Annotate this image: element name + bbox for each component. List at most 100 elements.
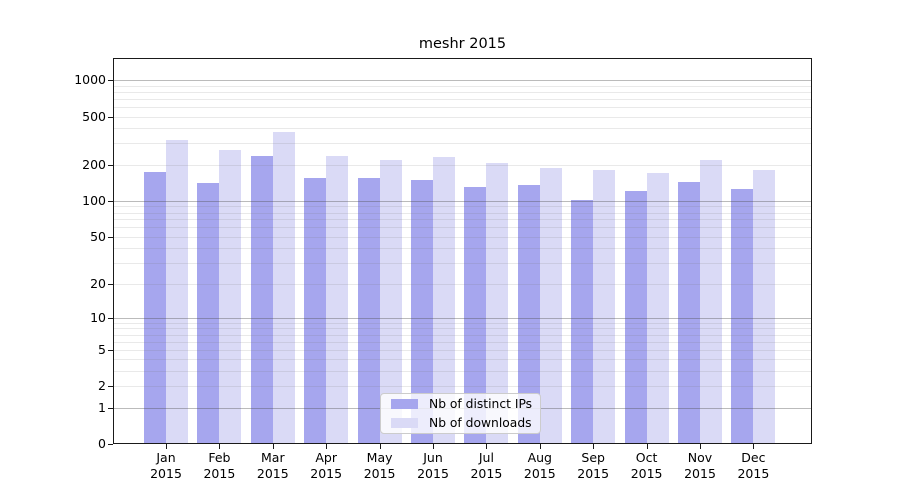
y-tick-label: 1	[98, 399, 106, 415]
bar-downloads	[379, 160, 402, 444]
x-tick-label-year: 2015	[523, 466, 556, 481]
y-tick-label: 2	[98, 378, 106, 394]
x-tick-label: Dec 2015	[721, 450, 785, 482]
legend-item-downloads: Nb of downloads	[387, 416, 534, 430]
gridline-major	[113, 80, 812, 81]
y-tick-label: 200	[82, 156, 106, 172]
bar-downloads	[593, 170, 616, 444]
gridline-minor	[113, 248, 812, 250]
x-tick	[166, 444, 167, 449]
bars-layer	[113, 58, 812, 444]
y-tick-label: 20	[90, 275, 106, 291]
x-tick-label: Apr 2015	[294, 450, 358, 482]
gridline-minor	[113, 85, 812, 87]
y-tick	[108, 116, 113, 118]
gridline-minor	[113, 359, 812, 361]
x-tick-label: Nov 2015	[668, 450, 732, 482]
x-tick-label-year: 2015	[737, 466, 770, 481]
y-tick-label: 5	[98, 341, 106, 357]
gridline-minor	[113, 106, 812, 108]
y-tick-label: 0	[98, 436, 106, 451]
bar-downloads	[539, 167, 562, 444]
x-tick-label: Jan 2015	[134, 450, 198, 482]
bar-distinct-ips	[624, 191, 647, 444]
y-tick	[108, 164, 113, 166]
x-tick-label: Jun 2015	[401, 450, 465, 482]
legend-label-downloads: Nb of downloads	[429, 416, 532, 430]
gridline-minor	[113, 341, 812, 343]
bar-distinct-ips	[144, 171, 166, 444]
gridline-major	[113, 200, 812, 202]
bar-downloads	[753, 170, 776, 444]
gridline-minor	[113, 206, 812, 208]
legend: Nb of distinct IPs Nb of downloads	[380, 393, 541, 434]
gridline-minor	[113, 386, 812, 388]
y-tick	[108, 283, 113, 285]
x-tick	[272, 444, 274, 449]
gridline-minor	[113, 91, 812, 93]
bar-downloads	[700, 160, 722, 444]
y-tick	[108, 236, 113, 238]
legend-swatch-downloads	[391, 418, 418, 428]
x-tick-label: Sep 2015	[561, 450, 625, 482]
x-tick	[593, 444, 595, 449]
legend-label-distinct-ips: Nb of distinct IPs	[429, 397, 533, 411]
chart-title: meshr 2015	[418, 36, 507, 52]
bar-distinct-ips	[197, 182, 220, 444]
bar-downloads	[486, 163, 509, 444]
x-tick	[433, 444, 434, 449]
y-tick	[108, 317, 113, 319]
bar-distinct-ips	[304, 178, 327, 444]
x-tick-label: Feb 2015	[187, 450, 251, 482]
x-tick	[700, 444, 701, 449]
x-tick	[379, 444, 381, 449]
x-tick-label: Aug 2015	[508, 450, 572, 482]
y-tick-label: 1000	[74, 72, 106, 87]
bar-distinct-ips	[464, 187, 487, 444]
gridline-minor	[113, 212, 812, 214]
bar-distinct-ips	[411, 180, 433, 444]
gridline-minor	[113, 116, 812, 118]
x-tick-label: Jul 2015	[454, 450, 518, 482]
bar-distinct-ips	[731, 188, 754, 444]
gridline-major	[113, 317, 812, 319]
gridline-minor	[113, 322, 812, 324]
x-tick-label: Mar 2015	[241, 450, 305, 482]
bar-downloads	[646, 172, 669, 444]
x-tick-label-year: 2015	[203, 466, 236, 481]
x-tick	[486, 444, 488, 449]
bar-downloads	[433, 157, 455, 444]
x-tick	[753, 444, 755, 449]
gridline-minor	[113, 98, 812, 100]
gridline-minor	[113, 219, 812, 221]
x-tick-label-year: 2015	[470, 466, 503, 481]
gridlines-layer	[113, 58, 812, 444]
bar-distinct-ips	[517, 185, 540, 444]
x-tick-label-year: 2015	[630, 466, 663, 481]
gridline-minor	[113, 164, 812, 166]
x-tick	[219, 444, 221, 449]
y-tick	[108, 200, 113, 202]
bar-downloads	[219, 150, 242, 444]
bar-distinct-ips	[250, 155, 273, 444]
x-tick-label-year: 2015	[417, 466, 449, 481]
y-tick-label: 100	[82, 192, 106, 208]
gridline-minor	[113, 227, 812, 229]
gridline-minor	[113, 263, 812, 265]
gridline-minor	[113, 128, 812, 130]
bar-downloads	[326, 156, 349, 444]
bar-distinct-ips	[357, 177, 380, 444]
x-tick-label-year: 2015	[684, 466, 716, 481]
bar-downloads	[272, 131, 295, 444]
gridline-minor	[113, 328, 812, 330]
bar-downloads	[166, 139, 188, 444]
x-tick	[326, 444, 328, 449]
y-tick-label: 500	[82, 108, 106, 124]
y-tick-label: 50	[90, 228, 106, 244]
x-tick-label-year: 2015	[577, 466, 610, 481]
x-tick-label: Oct 2015	[615, 450, 679, 482]
gridline-minor	[113, 371, 812, 372]
legend-swatch-distinct-ips	[391, 399, 418, 409]
gridline-minor	[113, 334, 812, 336]
gridline-minor	[113, 283, 812, 285]
